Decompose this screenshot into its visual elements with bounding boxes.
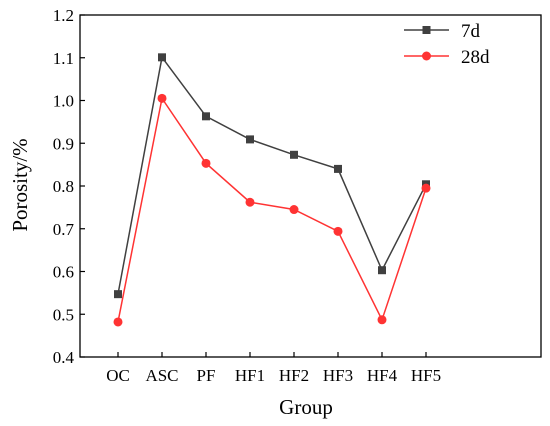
legend-marker <box>422 51 431 61</box>
legend-item-7d: 7d <box>404 21 481 42</box>
series-line <box>117 55 427 295</box>
series-layer <box>113 53 431 327</box>
y-tick-label: 0.5 <box>53 305 74 324</box>
legend-label: 28d <box>461 47 490 68</box>
x-tick-label: PF <box>197 366 216 385</box>
y-axis-title: Porosity/% <box>8 138 32 231</box>
data-point <box>157 93 167 103</box>
x-tick-label: OC <box>106 366 130 385</box>
series-28d <box>113 93 431 327</box>
data-point <box>201 158 211 168</box>
data-point <box>421 183 431 193</box>
data-point <box>334 164 342 173</box>
x-tick-label: ASC <box>145 366 178 385</box>
x-tick-label: HF5 <box>411 366 441 385</box>
data-point <box>246 135 254 144</box>
legend-item-28d: 28d <box>404 47 490 68</box>
legend-label: 7d <box>461 21 481 42</box>
data-point <box>113 317 123 327</box>
x-tick-label: HF4 <box>367 366 398 385</box>
series-7d <box>114 53 430 299</box>
data-point <box>245 197 255 207</box>
data-point <box>333 226 343 236</box>
x-axis-title: Group <box>279 395 333 419</box>
data-point <box>202 112 210 121</box>
legend-marker <box>422 26 431 34</box>
data-point <box>289 205 299 215</box>
data-point <box>378 266 386 275</box>
y-tick-label: 0.8 <box>53 177 74 196</box>
y-tick-label: 0.6 <box>53 263 74 282</box>
y-tick-label: 1.2 <box>53 6 74 25</box>
series-line <box>117 96 427 323</box>
data-point <box>290 150 298 159</box>
x-tick-label: HF2 <box>279 366 309 385</box>
x-tick-label: HF1 <box>235 366 265 385</box>
y-tick-label: 0.9 <box>53 134 74 153</box>
y-tick-label: 0.7 <box>53 220 75 239</box>
x-tick-label: HF3 <box>323 366 353 385</box>
ticks-layer: 0.4 0.5 0.6 0.7 0.8 0.9 1.0 1.1 1.2 OC ASC PF HF1 HF2… <box>53 6 441 385</box>
y-tick-label: 1.0 <box>53 92 74 111</box>
y-tick-label: 0.4 <box>53 348 75 367</box>
data-point <box>158 53 166 62</box>
data-point <box>377 315 387 325</box>
data-point <box>114 290 122 299</box>
y-tick-label: 1.1 <box>53 49 74 68</box>
